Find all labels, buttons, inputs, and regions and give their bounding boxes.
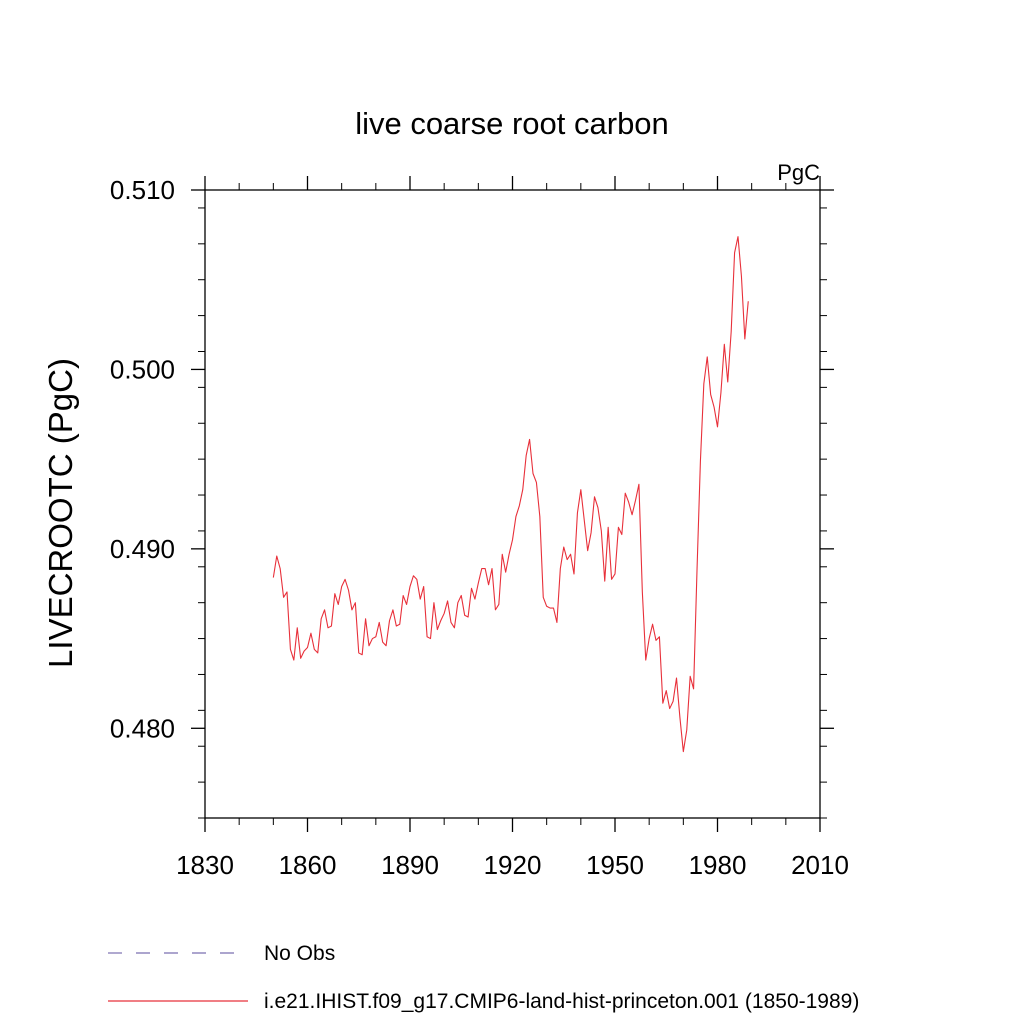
x-tick-label: 1950 [586,850,644,880]
series-line [272,236,749,753]
y-tick-label: 0.490 [110,534,175,564]
legend: No Obs i.e21.IHIST.f09_g17.CMIP6-land-hi… [108,942,859,1013]
x-tick-label: 1860 [279,850,337,880]
y-axis-label: LIVECROOTC (PgC) [42,358,79,668]
y-tick-label: 0.500 [110,354,175,384]
x-tick-label: 1980 [689,850,747,880]
axis-ticks: 1830 1860 1890 1920 1950 1980 2010 0.480 0.490 0.… [110,175,849,880]
legend-label-model-run: i.e21.IHIST.f09_g17.CMIP6-land-hist-prin… [264,990,859,1013]
x-tick-label: 1920 [484,850,542,880]
x-tick-label: 1890 [381,850,439,880]
y-tick-label: 0.510 [110,175,175,205]
x-tick-label: 1830 [176,850,234,880]
units-label: PgC [777,160,820,185]
series-layer [272,236,749,753]
x-tick-label: 2010 [791,850,849,880]
plot-frame [204,189,821,819]
chart-title: live coarse root carbon [355,106,669,141]
y-tick-label: 0.480 [110,713,175,743]
legend-label-no-obs: No Obs [264,942,335,965]
